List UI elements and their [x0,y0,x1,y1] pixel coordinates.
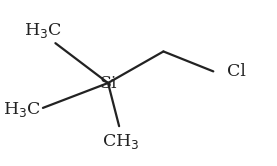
Text: Cl: Cl [227,63,246,80]
Text: Si: Si [99,75,117,91]
Text: H$_3$C: H$_3$C [3,100,41,119]
Text: H$_3$C: H$_3$C [24,21,62,40]
Text: CH$_3$: CH$_3$ [102,132,139,151]
